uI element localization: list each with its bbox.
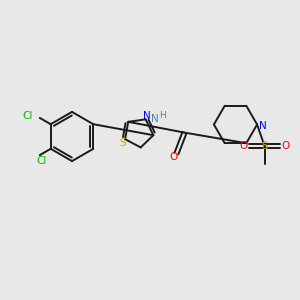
Text: N: N xyxy=(143,111,150,122)
Text: O: O xyxy=(281,141,290,151)
Text: Cl: Cl xyxy=(22,111,32,122)
Text: N: N xyxy=(151,114,159,124)
Text: S: S xyxy=(262,140,268,151)
Text: O: O xyxy=(169,152,178,163)
Text: N: N xyxy=(259,121,267,131)
Text: H: H xyxy=(160,111,166,120)
Text: O: O xyxy=(239,141,248,151)
Text: S: S xyxy=(119,138,126,148)
Text: Cl: Cl xyxy=(37,155,47,166)
